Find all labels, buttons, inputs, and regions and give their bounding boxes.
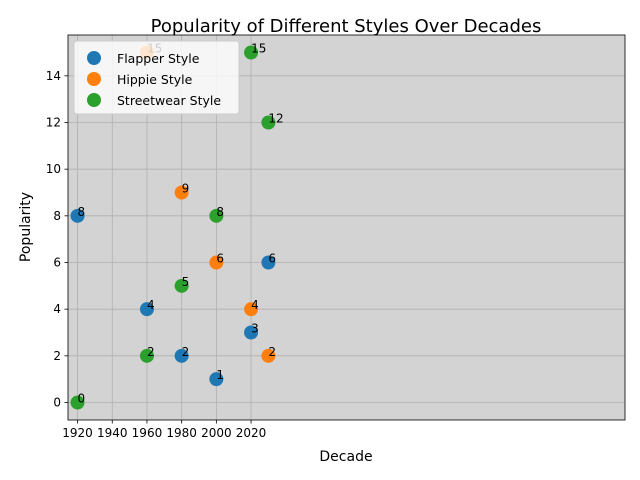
legend-label: Flapper Style [117, 51, 200, 66]
data-point [209, 372, 224, 387]
data-label: 2 [268, 345, 276, 359]
legend-marker [87, 93, 101, 107]
x-tick-label: 1940 [97, 426, 128, 440]
x-axis-label: Decade [319, 449, 372, 465]
data-point [209, 255, 224, 270]
data-point [261, 348, 276, 363]
data-label: 2 [182, 345, 190, 359]
x-tick-label: 1980 [166, 426, 197, 440]
data-point [209, 208, 224, 223]
data-point [244, 325, 259, 340]
y-axis-label: Popularity [18, 192, 34, 262]
legend-marker [87, 51, 101, 65]
data-point [244, 45, 259, 60]
legend-marker [87, 72, 101, 86]
data-label: 6 [216, 252, 224, 266]
legend: Flapper Style Hippie Style Streetwear Styl… [73, 40, 240, 115]
data-point [70, 208, 85, 223]
y-tick-label: 2 [53, 349, 61, 363]
data-label: 12 [268, 112, 283, 126]
data-label: 5 [182, 275, 190, 289]
y-tick-label: 8 [53, 209, 61, 223]
y-tick-label: 10 [46, 162, 61, 176]
x-tick-label: 2000 [201, 426, 232, 440]
chart-title: Popularity of Different Styles Over Deca… [151, 16, 542, 37]
data-point [174, 278, 189, 293]
y-tick-label: 6 [53, 256, 61, 270]
data-point [261, 255, 276, 270]
y-axis-ticks: 0 2 4 6 8 10 12 14 [46, 69, 68, 410]
y-tick-label: 14 [46, 69, 61, 83]
data-point [70, 395, 85, 410]
data-label: 2 [147, 345, 155, 359]
data-point [139, 302, 154, 317]
data-point [244, 302, 259, 317]
x-tick-label: 1960 [132, 426, 163, 440]
data-point [139, 348, 154, 363]
legend-label: Streetwear Style [117, 93, 221, 108]
y-tick-label: 12 [46, 116, 61, 130]
data-label: 6 [268, 252, 276, 266]
y-tick-label: 0 [53, 396, 61, 410]
data-label: 1 [216, 368, 224, 382]
data-label: 3 [251, 322, 259, 336]
plot-frame [67, 34, 626, 421]
x-axis-ticks: 1920 1940 1960 1980 2000 2020 [62, 420, 266, 440]
data-label: 15 [251, 42, 266, 56]
data-label: 4 [251, 298, 259, 312]
legend-label: Hippie Style [117, 72, 193, 87]
x-tick-label: 1920 [62, 426, 93, 440]
x-tick-label: 2020 [236, 426, 267, 440]
data-point [174, 348, 189, 363]
data-point [261, 115, 276, 130]
data-label: 9 [182, 182, 190, 196]
data-label: 0 [78, 392, 86, 406]
data-label: 4 [147, 298, 155, 312]
data-points [70, 45, 276, 410]
y-tick-label: 4 [53, 302, 61, 316]
data-point [174, 185, 189, 200]
legend-box [73, 40, 240, 115]
data-label: 8 [78, 205, 86, 219]
data-label: 8 [216, 205, 224, 219]
